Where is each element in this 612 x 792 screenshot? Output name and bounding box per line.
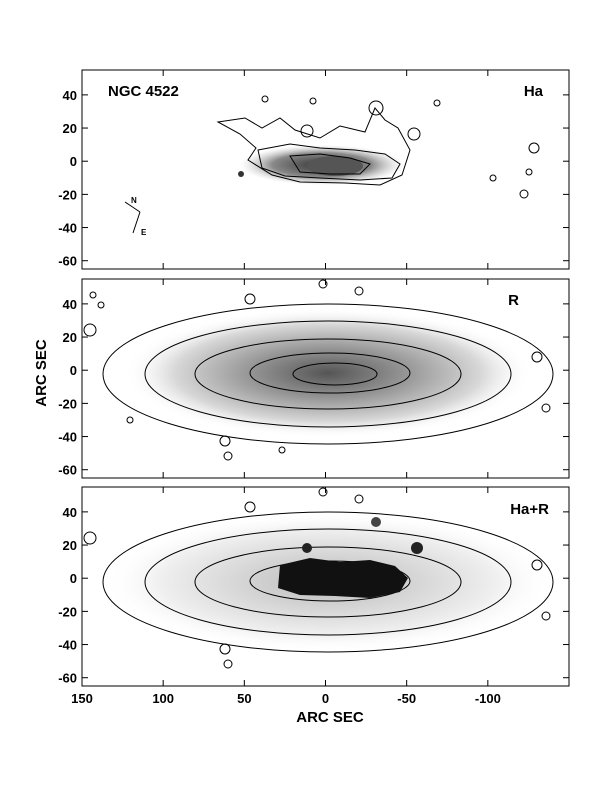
y-tick-label: -20 xyxy=(58,604,77,619)
ha-contour xyxy=(528,142,540,154)
object-label: NGC 4522 xyxy=(108,83,179,100)
ha-r-emission xyxy=(278,558,408,598)
r-contour xyxy=(292,362,378,386)
ha-contour xyxy=(489,174,497,182)
ha-r-contour xyxy=(541,611,551,621)
r-contour xyxy=(223,451,233,461)
compass-east-label: E xyxy=(141,228,147,237)
panel-label: Ha xyxy=(524,83,544,100)
ha-contour xyxy=(309,97,317,105)
panel-ha: N E NGC 4522 Ha xyxy=(81,69,570,270)
ha-core xyxy=(307,156,363,176)
y-tick-label: 40 xyxy=(63,505,77,520)
axis-ticks: 40 20 0 -20 -40 -60 40 20 0 -20 -40 -60 40 20 0 -20 -40 -… xyxy=(58,70,569,706)
ha-contour xyxy=(257,143,401,181)
ha-contour xyxy=(300,124,314,138)
y-tick-label: 20 xyxy=(63,330,77,345)
r-contour xyxy=(83,323,97,337)
ha-contour xyxy=(407,127,421,141)
y-tick-label: 0 xyxy=(70,363,77,378)
ha-r-knot xyxy=(302,543,312,553)
panel-r: R xyxy=(81,278,570,479)
r-contour xyxy=(278,446,286,454)
ha-r-contour xyxy=(102,511,554,653)
r-contour xyxy=(97,301,105,309)
panel-label: Ha+R xyxy=(510,501,549,518)
ha-contour xyxy=(525,168,533,176)
r-contour xyxy=(318,279,328,289)
r-contour xyxy=(89,291,97,299)
x-tick-label: 100 xyxy=(152,691,174,706)
ha-contour xyxy=(289,153,371,175)
ha-contour xyxy=(433,99,441,107)
ha-contour xyxy=(216,107,411,186)
y-tick-label: -60 xyxy=(58,463,77,478)
y-tick-label: 0 xyxy=(70,571,77,586)
r-contour xyxy=(244,293,256,305)
y-tick-label: -40 xyxy=(58,430,77,445)
ha-r-contour xyxy=(244,501,256,513)
x-tick-label: 150 xyxy=(71,691,93,706)
y-tick-label: -20 xyxy=(58,396,77,411)
ha-r-knot xyxy=(371,517,381,527)
ha-r-contour xyxy=(219,643,231,655)
compass-north-arm xyxy=(124,201,141,213)
r-contour xyxy=(144,320,512,428)
panel-ha-r: Ha+R xyxy=(81,486,570,687)
ha-r-knot xyxy=(411,542,423,554)
ha-knot xyxy=(238,171,244,177)
ha-r-contour xyxy=(83,531,97,545)
r-contour xyxy=(354,286,364,296)
r-contour xyxy=(531,351,543,363)
r-contour xyxy=(126,416,134,424)
y-tick-label: -40 xyxy=(58,638,77,653)
ha-r-contour xyxy=(223,659,233,669)
x-tick-label: 50 xyxy=(237,691,251,706)
compass-east-arm xyxy=(132,211,141,234)
y-tick-label: -40 xyxy=(58,221,77,236)
r-contour xyxy=(249,352,411,394)
ha-contour xyxy=(368,100,384,116)
r-contour xyxy=(102,303,554,445)
ha-r-contour xyxy=(194,546,462,618)
y-tick-label: 40 xyxy=(63,297,77,312)
ha-r-contour xyxy=(354,494,364,504)
ha-r-contour xyxy=(144,528,512,636)
y-tick-label: 0 xyxy=(70,154,77,169)
x-tick-label: 0 xyxy=(322,691,329,706)
ha-r-contour xyxy=(531,559,543,571)
r-contour xyxy=(194,338,462,410)
x-tick-label: -100 xyxy=(475,691,501,706)
y-tick-label: -60 xyxy=(58,254,77,269)
y-tick-label: 20 xyxy=(63,121,77,136)
x-tick-label: -50 xyxy=(397,691,416,706)
compass-north-label: N xyxy=(131,196,137,205)
y-tick-label: 20 xyxy=(63,538,77,553)
r-contour xyxy=(541,403,551,413)
ha-contour xyxy=(519,189,529,199)
x-axis-title: ARC SEC xyxy=(296,709,364,726)
r-contour xyxy=(219,435,231,447)
panel-label: R xyxy=(508,292,519,309)
y-tick-label: 40 xyxy=(63,88,77,103)
y-tick-label: -60 xyxy=(58,671,77,686)
r-galaxy xyxy=(123,308,533,438)
ha-contour xyxy=(261,95,269,103)
ha-r-contour xyxy=(318,487,328,497)
y-axis-title: ARC SEC xyxy=(33,339,50,407)
y-tick-label: -20 xyxy=(58,187,77,202)
compass: N E xyxy=(124,196,147,237)
